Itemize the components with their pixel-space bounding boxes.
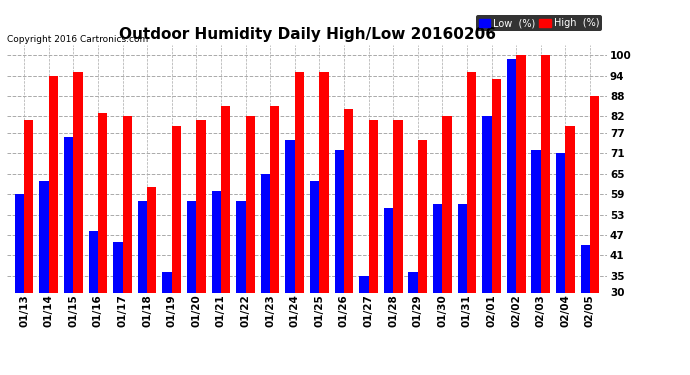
Bar — [98, 113, 107, 292]
Bar — [123, 116, 132, 292]
Bar — [580, 245, 590, 292]
Bar — [442, 116, 452, 292]
Bar — [482, 116, 491, 292]
Bar — [417, 140, 427, 292]
Bar — [319, 72, 328, 292]
Bar — [261, 174, 270, 292]
Bar — [24, 120, 34, 292]
Bar — [408, 272, 417, 292]
Bar — [531, 150, 541, 292]
Bar — [270, 106, 279, 292]
Bar — [212, 191, 221, 292]
Bar — [516, 55, 526, 292]
Bar — [335, 150, 344, 292]
Bar — [138, 201, 147, 292]
Bar — [359, 276, 368, 292]
Bar — [172, 126, 181, 292]
Bar — [246, 116, 255, 292]
Bar — [88, 231, 98, 292]
Bar — [162, 272, 172, 292]
Bar — [344, 110, 353, 292]
Bar — [368, 120, 378, 292]
Bar — [384, 208, 393, 292]
Bar — [556, 153, 565, 292]
Bar — [187, 201, 197, 292]
Legend: Low  (%), High  (%): Low (%), High (%) — [475, 15, 602, 31]
Bar — [147, 188, 157, 292]
Bar — [467, 72, 476, 292]
Bar — [73, 72, 83, 292]
Bar — [541, 55, 550, 292]
Bar — [295, 72, 304, 292]
Bar — [14, 194, 24, 292]
Bar — [197, 120, 206, 292]
Bar — [590, 96, 600, 292]
Bar — [221, 106, 230, 292]
Bar — [310, 181, 319, 292]
Bar — [49, 75, 58, 292]
Text: Copyright 2016 Cartronics.com: Copyright 2016 Cartronics.com — [7, 35, 148, 44]
Bar — [236, 201, 246, 292]
Bar — [64, 136, 73, 292]
Bar — [507, 58, 516, 292]
Bar — [286, 140, 295, 292]
Title: Outdoor Humidity Daily High/Low 20160206: Outdoor Humidity Daily High/Low 20160206 — [119, 27, 495, 42]
Bar — [393, 120, 402, 292]
Bar — [39, 181, 49, 292]
Bar — [433, 204, 442, 292]
Bar — [113, 242, 123, 292]
Bar — [457, 204, 467, 292]
Bar — [565, 126, 575, 292]
Bar — [491, 79, 501, 292]
